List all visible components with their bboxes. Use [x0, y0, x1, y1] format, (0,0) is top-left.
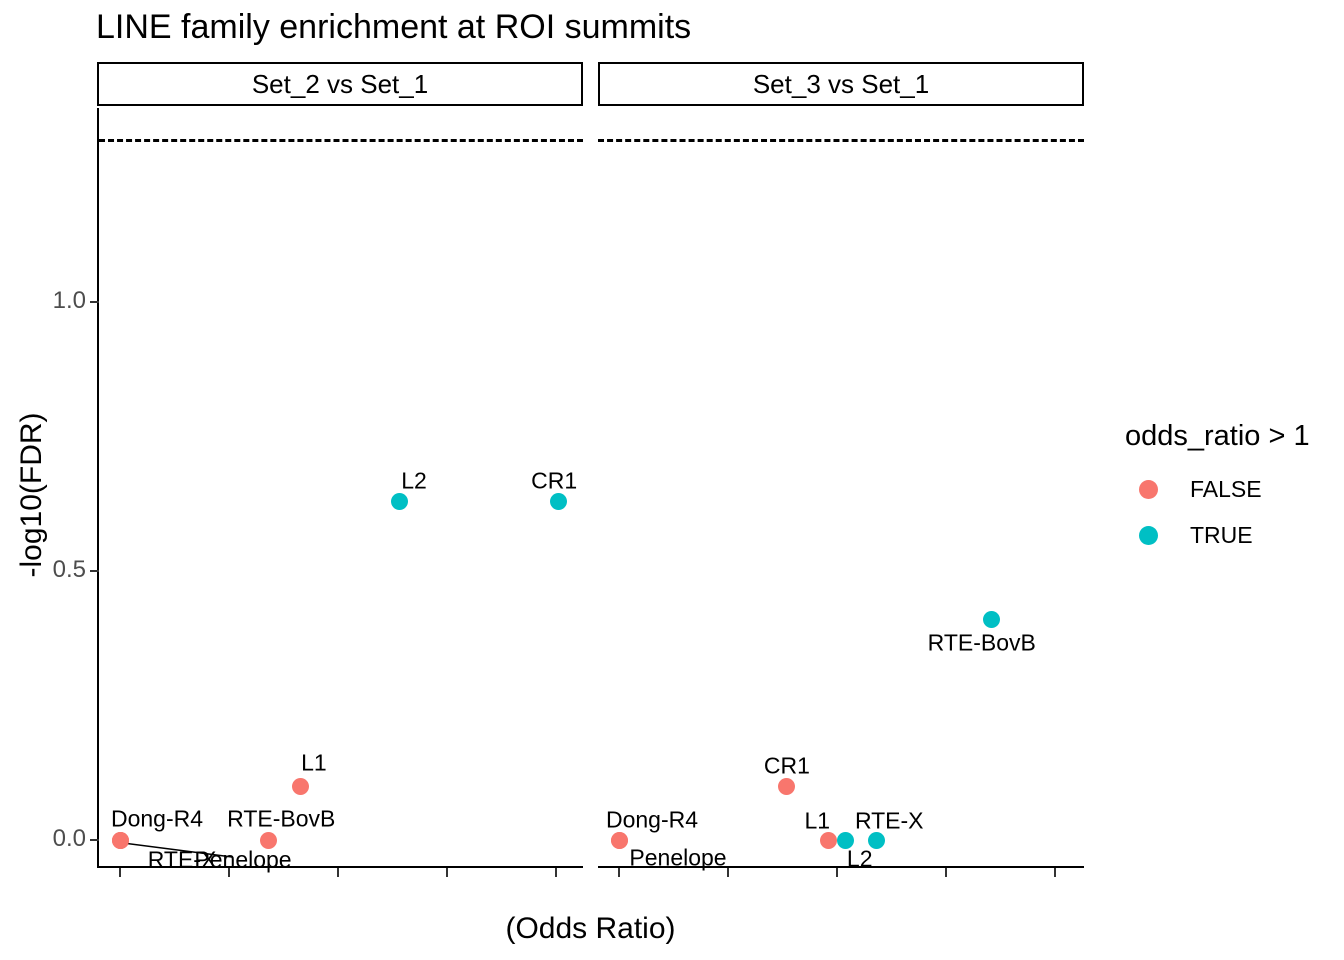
- x-axis-tick: [618, 868, 620, 877]
- data-point-rte-bovb: [983, 610, 1001, 628]
- x-axis-tick: [446, 868, 448, 877]
- point-label-l1: L1: [804, 807, 831, 834]
- data-point-rte-bovb: [259, 831, 277, 849]
- y-axis-tick: [90, 301, 99, 303]
- data-point-l1: [819, 831, 837, 849]
- x-axis-tick: [337, 868, 339, 877]
- facet-strip: Set_3 vs Set_1: [598, 62, 1084, 106]
- legend: odds_ratio > 1 FALSE TRUE: [1122, 420, 1344, 570]
- point-label-penelope: Penelope: [629, 844, 727, 871]
- point-label-rte-bovb: RTE-BovB: [927, 629, 1036, 656]
- data-point-cr1: [778, 777, 796, 795]
- y-axis-tick-label: 0.5: [52, 556, 86, 583]
- legend-item-true: TRUE: [1122, 521, 1253, 549]
- point-label-penelope: Penelope: [194, 846, 292, 873]
- legend-key-dot: [1139, 525, 1158, 545]
- x-axis-tick: [119, 868, 121, 877]
- legend-item-false: FALSE: [1122, 475, 1262, 503]
- facet-strip-label: Set_3 vs Set_1: [752, 68, 930, 99]
- y-axis-tick-label: 0.0: [52, 825, 86, 852]
- facet-strip-label: Set_2 vs Set_1: [251, 68, 429, 99]
- y-axis-title: -log10(FDR): [15, 412, 48, 578]
- y-axis-tick-label: 1.0: [52, 287, 86, 314]
- legend-key-dot: [1139, 479, 1158, 499]
- x-axis-tick: [945, 868, 947, 877]
- significance-threshold-line: [99, 139, 583, 143]
- facet-panel: Dong-R4 RTE-X Penelope RTE-BovB L1 L2 CR1 0.0 0.…: [53, 108, 583, 877]
- x-axis-title: (Odds Ratio): [505, 912, 676, 945]
- point-label-dong-r4: Dong-R4: [110, 805, 204, 832]
- point-label-l2: L2: [846, 845, 873, 872]
- x-axis-tick: [836, 868, 838, 877]
- data-point-rte-x: [867, 831, 885, 849]
- y-axis-tick: [90, 839, 99, 841]
- point-label-rte-x: RTE-X: [854, 807, 924, 834]
- facet-panel: Dong-R4PenelopeCR1L1L2RTE-XRTE-BovB0.00.…: [598, 108, 1084, 877]
- significance-threshold-line: [598, 139, 1084, 143]
- point-label-rte-bovb: RTE-BovB: [227, 805, 336, 832]
- facet-strip: Set_2 vs Set_1: [97, 62, 583, 106]
- data-point-l2: [390, 492, 408, 510]
- legend-title: odds_ratio > 1: [1125, 420, 1310, 452]
- x-axis-tick: [1054, 868, 1056, 877]
- data-point-l1: [292, 777, 310, 795]
- legend-item-label: FALSE: [1190, 475, 1262, 502]
- y-axis-tick: [90, 570, 99, 572]
- label-repel-segment: [122, 842, 233, 858]
- point-label-cr1: CR1: [531, 467, 578, 494]
- data-point-penelope: [111, 831, 129, 849]
- point-label-l1: L1: [301, 749, 327, 776]
- point-label-l2: L2: [401, 467, 427, 494]
- x-axis-tick: [727, 868, 729, 877]
- x-axis-tick: [555, 868, 557, 877]
- point-label-dong-r4: Dong-R4: [605, 806, 699, 833]
- data-point-cr1: [549, 492, 567, 510]
- x-axis-tick: [228, 868, 230, 877]
- data-point-penelope: [610, 831, 628, 849]
- point-label-cr1: CR1: [763, 752, 810, 779]
- data-point-l2: [837, 831, 855, 849]
- plot-title: LINE family enrichment at ROI summits: [96, 8, 692, 46]
- legend-item-label: TRUE: [1190, 521, 1253, 548]
